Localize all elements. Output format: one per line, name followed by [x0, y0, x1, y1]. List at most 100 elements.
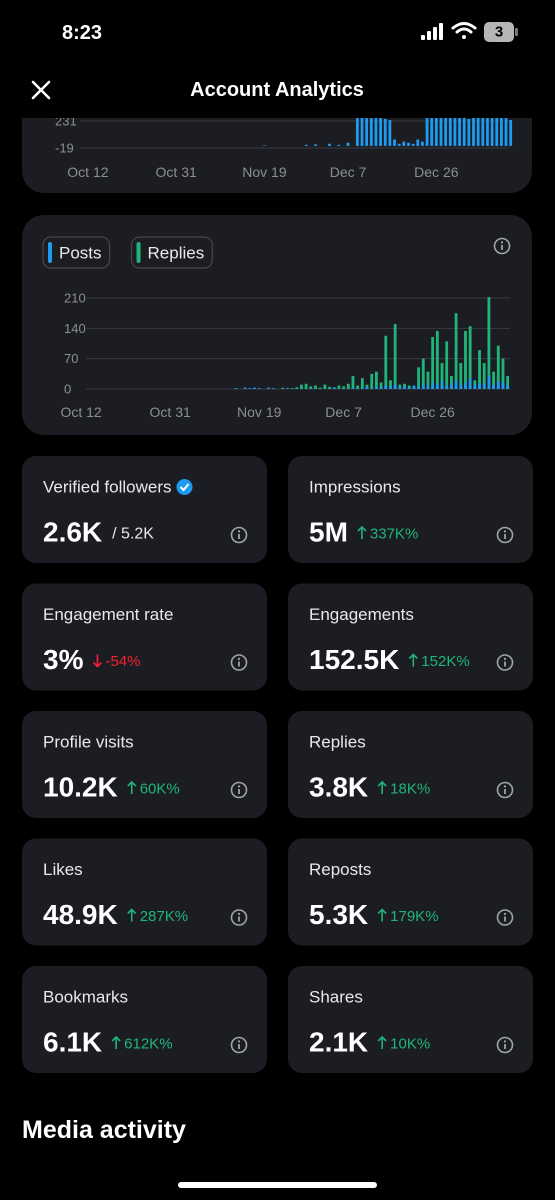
stat-card[interactable]: Engagements 152.5K 152K%	[288, 583, 533, 691]
stat-value: 152.5K	[309, 644, 399, 675]
info-button[interactable]	[230, 654, 248, 671]
bar	[473, 385, 477, 389]
stat-label: Replies	[309, 733, 366, 752]
y-tick-label: 0	[64, 382, 71, 397]
bar	[346, 142, 350, 146]
bar	[430, 118, 434, 146]
stat-card[interactable]: Bookmarks 6.1K 612K%	[22, 966, 267, 1073]
bar	[342, 388, 345, 389]
bar	[468, 326, 472, 389]
stat-card[interactable]: Engagement rate 3% -54%	[22, 583, 267, 691]
bar	[439, 118, 443, 146]
bar	[501, 358, 505, 389]
stat-card-background	[22, 966, 267, 1073]
stat-total: / 5.2K	[112, 526, 154, 543]
info-button[interactable]	[496, 781, 514, 799]
legend-item[interactable]: Posts	[42, 236, 111, 269]
info-button[interactable]	[230, 909, 248, 926]
bar	[431, 337, 435, 389]
bar	[495, 118, 499, 146]
info-button[interactable]	[496, 654, 514, 671]
info-button[interactable]	[230, 781, 248, 799]
info-button[interactable]	[493, 237, 511, 255]
bar	[417, 367, 420, 389]
info-icon	[500, 241, 504, 244]
legend-item[interactable]: Replies	[130, 236, 213, 269]
bar	[486, 118, 489, 146]
bar	[402, 141, 406, 146]
bar	[421, 141, 424, 146]
change-arrow	[408, 653, 418, 667]
x-tick-label: Oct 31	[150, 404, 191, 420]
stat-card[interactable]: Verified followers 2.6K / 5.2K	[22, 456, 267, 563]
info-button[interactable]	[496, 526, 514, 544]
bar	[444, 118, 448, 146]
bar	[472, 118, 475, 146]
info-icon	[237, 657, 241, 661]
page-title: Account Analytics	[190, 79, 364, 101]
stat-card[interactable]: Replies 3.8K 18K%	[288, 711, 533, 818]
bar	[416, 139, 420, 146]
bar	[506, 385, 510, 389]
bar	[257, 388, 261, 389]
bar	[468, 378, 472, 389]
bar	[351, 387, 355, 389]
info-button[interactable]	[230, 526, 248, 544]
bar	[314, 144, 317, 146]
bar	[383, 118, 387, 146]
bar	[459, 363, 463, 389]
stat-card-background	[288, 966, 533, 1073]
bar	[506, 376, 510, 389]
bar	[328, 143, 331, 146]
bar	[464, 382, 467, 389]
stat-card-background	[288, 456, 533, 563]
status-time: 8:23	[62, 22, 102, 44]
plot-area	[86, 297, 510, 390]
bar	[360, 118, 364, 146]
bar	[462, 118, 466, 146]
signal-icon	[421, 23, 443, 40]
stat-card[interactable]: Shares 2.1K 10K%	[288, 966, 533, 1073]
bar	[435, 330, 439, 389]
bar	[411, 143, 415, 146]
battery	[484, 22, 514, 42]
bar	[496, 345, 500, 389]
change-arrow	[127, 780, 137, 794]
info-button[interactable]	[496, 1036, 514, 1054]
bar	[379, 387, 383, 389]
bar	[304, 144, 308, 146]
section-title: Media activity	[22, 1116, 186, 1144]
change-arrow	[377, 908, 387, 922]
close-button[interactable]	[26, 75, 56, 105]
stat-card[interactable]: Reposts 5.3K 179K%	[288, 838, 533, 946]
bar	[453, 118, 457, 146]
info-button[interactable]	[496, 909, 514, 926]
bar	[509, 120, 513, 146]
bar	[243, 387, 247, 389]
info-button[interactable]	[230, 1036, 248, 1054]
bar	[285, 388, 289, 389]
bar	[412, 385, 416, 389]
chart: 0 70 140 210 Oct 12 Oct 31 Nov 19 Dec 7 Dec 26 Po…	[22, 215, 532, 435]
bar	[323, 384, 327, 389]
info-icon	[503, 530, 507, 533]
stat-label: Engagements	[309, 605, 414, 624]
bar	[478, 350, 481, 389]
chart-card	[22, 215, 532, 435]
x-tick-label: Dec 7	[330, 164, 367, 180]
info-icon	[237, 530, 241, 533]
bar	[375, 371, 378, 389]
bar	[467, 118, 471, 146]
bar	[421, 383, 425, 389]
stat-change: 152K%	[421, 653, 469, 670]
bar	[369, 118, 373, 146]
stat-card[interactable]: Likes 48.9K 287K%	[22, 838, 267, 946]
bar	[440, 363, 444, 389]
stat-change: 10K%	[390, 1036, 430, 1053]
stat-change: 337K%	[370, 526, 418, 543]
stat-card[interactable]: Impressions 5M 337K%	[288, 456, 533, 563]
stat-card[interactable]: Profile visits 10.2K 60K%	[22, 711, 267, 818]
info-icon	[230, 909, 248, 926]
x-tick-label: Oct 31	[156, 164, 197, 180]
stat-label: Verified followers	[43, 478, 172, 497]
